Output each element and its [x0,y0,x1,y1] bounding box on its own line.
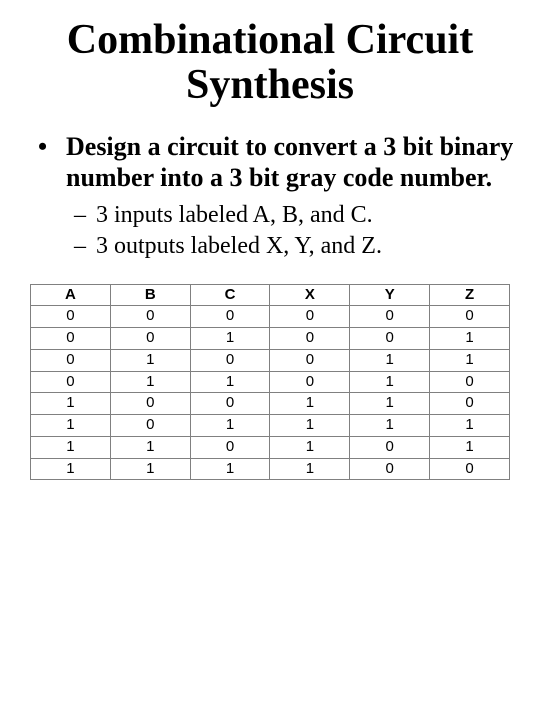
table-cell: 1 [270,458,350,480]
table-cell: 0 [270,328,350,350]
table-cell: 0 [350,306,430,328]
table-row: 0 1 0 0 1 1 [31,349,510,371]
table-cell: 0 [270,371,350,393]
table-cell: 1 [190,415,270,437]
table-cell: 0 [350,328,430,350]
table-row: 1 1 1 1 0 0 [31,458,510,480]
table-cell: 1 [190,458,270,480]
table-cell: 0 [190,393,270,415]
table-cell: 1 [110,371,190,393]
table-cell: 0 [190,349,270,371]
table-cell: 1 [31,415,111,437]
table-row: 0 0 0 0 0 0 [31,306,510,328]
table-row: 0 1 1 0 1 0 [31,371,510,393]
table-cell: 0 [190,436,270,458]
col-header: X [270,284,350,306]
table-row: 1 1 0 1 0 1 [31,436,510,458]
table-cell: 1 [430,328,510,350]
truth-table: A B C X Y Z 0 0 0 0 0 0 0 [30,284,510,481]
slide-container: Combinational Circuit Synthesis Design a… [0,0,540,504]
table-cell: 0 [31,349,111,371]
bullet-sub-1: 3 inputs labeled A, B, and C. [24,200,516,231]
col-header: C [190,284,270,306]
table-cell: 1 [430,436,510,458]
table-cell: 1 [31,436,111,458]
col-header: B [110,284,190,306]
table-cell: 0 [110,415,190,437]
table-cell: 0 [31,328,111,350]
table-cell: 0 [350,458,430,480]
table-cell: 0 [430,393,510,415]
table-cell: 0 [430,306,510,328]
table-cell: 1 [270,415,350,437]
table-cell: 1 [31,393,111,415]
table-cell: 1 [31,458,111,480]
table-body: 0 0 0 0 0 0 0 0 1 0 0 1 0 1 [31,306,510,480]
page-title: Combinational Circuit Synthesis [24,18,516,109]
table-cell: 1 [110,436,190,458]
col-header: Z [430,284,510,306]
table-cell: 1 [110,349,190,371]
truth-table-container: A B C X Y Z 0 0 0 0 0 0 0 [24,284,516,481]
table-cell: 1 [190,371,270,393]
col-header: A [31,284,111,306]
table-row: 1 0 0 1 1 0 [31,393,510,415]
table-header-row: A B C X Y Z [31,284,510,306]
table-cell: 1 [110,458,190,480]
table-cell: 1 [350,371,430,393]
table-cell: 0 [350,436,430,458]
table-cell: 1 [270,393,350,415]
table-cell: 1 [270,436,350,458]
bullet-sub-2: 3 outputs labeled X, Y, and Z. [24,231,516,262]
table-cell: 0 [110,393,190,415]
table-cell: 0 [430,371,510,393]
col-header: Y [350,284,430,306]
table-cell: 0 [31,306,111,328]
table-cell: 1 [350,415,430,437]
table-cell: 0 [270,349,350,371]
table-header: A B C X Y Z [31,284,510,306]
table-cell: 0 [270,306,350,328]
table-cell: 0 [430,458,510,480]
table-cell: 0 [110,328,190,350]
table-cell: 1 [190,328,270,350]
table-cell: 1 [430,349,510,371]
bullet-main: Design a circuit to convert a 3 bit bina… [24,131,516,194]
table-cell: 0 [31,371,111,393]
table-cell: 0 [110,306,190,328]
table-row: 1 0 1 1 1 1 [31,415,510,437]
table-cell: 1 [350,393,430,415]
table-cell: 0 [190,306,270,328]
table-cell: 1 [430,415,510,437]
table-row: 0 0 1 0 0 1 [31,328,510,350]
table-cell: 1 [350,349,430,371]
bullet-list: Design a circuit to convert a 3 bit bina… [24,131,516,262]
